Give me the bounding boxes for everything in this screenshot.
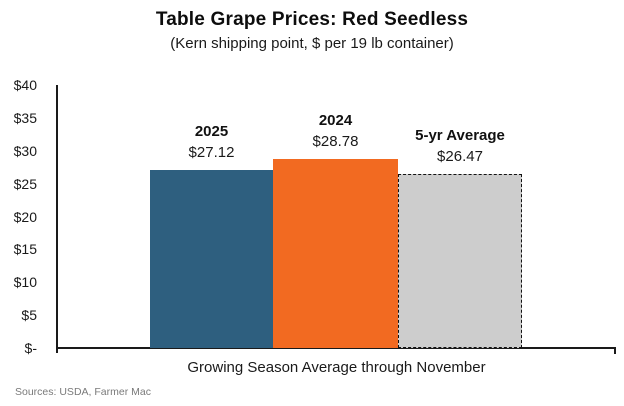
source-note: Sources: USDA, Farmer Mac xyxy=(15,386,151,398)
bar-category-label: 2025 xyxy=(194,123,229,140)
bar-value-label: $26.47 xyxy=(437,148,483,165)
chart-subtitle: (Kern shipping point, $ per 19 lb contai… xyxy=(170,35,454,52)
bar-value-label: $27.12 xyxy=(188,144,235,161)
y-tick-label: $15 xyxy=(13,241,37,258)
bar-category-label: 2024 xyxy=(318,112,353,129)
y-tick-label: $10 xyxy=(13,274,37,291)
y-tick-label: $30 xyxy=(13,142,37,159)
bar-column-2025: 2025 $27.12 xyxy=(150,85,273,348)
x-axis-end-tick xyxy=(614,347,616,354)
y-tick-label: $40 xyxy=(13,77,37,93)
y-axis-line xyxy=(56,85,58,353)
bar-category-label: 5-yr Average xyxy=(415,127,505,144)
bar-value-label: $28.78 xyxy=(312,133,359,150)
x-axis-line xyxy=(56,347,616,349)
y-tick-label: $- xyxy=(24,340,37,356)
bar xyxy=(150,170,273,348)
x-axis-title: Growing Season Average through November xyxy=(187,359,486,376)
bar-label-block: 5-yr Average $26.47 xyxy=(385,125,535,167)
plot-area: 2025 $27.12 2024 $28.78 5-yr Average $26.47 xyxy=(57,85,616,348)
chart-title: Table Grape Prices: Red Seedless xyxy=(155,9,469,30)
bar xyxy=(398,174,522,348)
y-tick-label: $25 xyxy=(13,175,37,192)
y-tick-label: $5 xyxy=(21,307,37,324)
bar-column-5-yr-average: 5-yr Average $26.47 xyxy=(398,85,522,348)
y-tick-label: $20 xyxy=(13,208,37,225)
bar-column-2024: 2024 $28.78 xyxy=(273,85,398,348)
y-axis: $40 $35 $30 $25 $20 $15 $10 $5 $- xyxy=(0,0,37,406)
bar-label-block: 2025 $27.12 xyxy=(137,121,287,163)
y-tick-label: $35 xyxy=(13,109,37,126)
bar xyxy=(273,159,398,348)
bar-label-block: 2024 $28.78 xyxy=(261,110,411,152)
